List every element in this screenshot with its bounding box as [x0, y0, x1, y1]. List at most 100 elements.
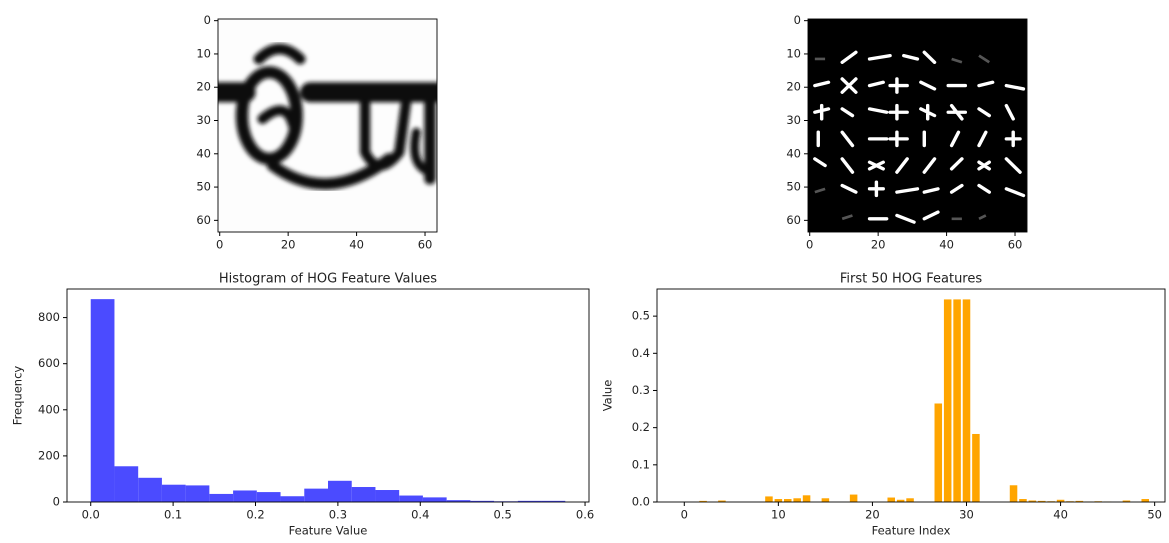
bar [953, 299, 961, 502]
histogram-bar [256, 492, 281, 502]
y-tick-label: 0.4 [632, 346, 650, 360]
x-tick-label: 40 [349, 238, 364, 252]
x-tick-label: 0 [681, 508, 688, 522]
bar [906, 498, 914, 502]
bar [962, 299, 971, 502]
y-tick-label: 0 [204, 13, 211, 27]
x-tick-label: 0 [806, 238, 813, 252]
bar [802, 495, 811, 502]
histogram-bar [375, 490, 400, 502]
x-tick-label: 0.2 [246, 508, 264, 522]
y-tick-label: 60 [786, 213, 801, 227]
bar [784, 499, 792, 502]
bar [934, 403, 943, 502]
bar [972, 433, 980, 502]
x-tick-label: 0.3 [329, 508, 347, 522]
bar [1038, 500, 1046, 502]
y-axis-label: Frequency [11, 366, 25, 426]
y-axis-label: Value [601, 380, 615, 412]
histogram-bar [185, 485, 210, 502]
y-tick-label: 200 [38, 448, 60, 462]
histogram-bar [114, 466, 139, 502]
y-tick-label: 30 [786, 113, 801, 127]
bar [699, 500, 707, 502]
y-tick-label: 0.2 [632, 420, 650, 434]
y-tick-label: 0.0 [632, 495, 650, 509]
histogram-bar [351, 487, 376, 502]
x-tick-label: 20 [281, 238, 296, 252]
y-tick-label: 400 [38, 402, 60, 416]
histogram-bar [422, 497, 447, 502]
bar [1019, 499, 1027, 502]
axes-frame [656, 288, 1166, 503]
axes-frame [807, 18, 1028, 233]
histogram-bar [280, 496, 305, 502]
y-tick-label: 600 [38, 356, 60, 370]
hog-image [808, 19, 1027, 233]
y-tick-label: 40 [786, 146, 801, 160]
histogram-bar [470, 500, 495, 502]
x-tick-label: 60 [418, 238, 433, 252]
histogram-bar [138, 477, 162, 502]
bar [774, 499, 783, 502]
x-tick-label: 40 [939, 238, 954, 252]
bar [896, 499, 905, 502]
x-tick-label: 0.4 [411, 508, 429, 522]
y-tick-label: 0.3 [632, 383, 650, 397]
bar [1056, 499, 1065, 502]
bar [1009, 485, 1018, 502]
x-tick-label: 60 [1008, 238, 1023, 252]
bar [793, 498, 801, 502]
glyph-image [218, 19, 437, 233]
axes-frame [66, 288, 590, 503]
x-tick-label: 40 [1053, 508, 1068, 522]
bar [943, 299, 952, 502]
y-tick-label: 20 [196, 80, 211, 94]
x-tick-label: 20 [871, 238, 886, 252]
x-tick-label: 0 [216, 238, 223, 252]
y-tick-label: 0.5 [632, 309, 650, 323]
histogram-bar [399, 495, 423, 502]
x-axis-label: Feature Index [872, 524, 951, 538]
axes-frame [217, 18, 438, 233]
bar [1122, 500, 1131, 502]
x-tick-label: 50 [1147, 508, 1162, 522]
bar [1028, 500, 1037, 502]
y-tick-label: 0.1 [632, 457, 650, 471]
y-tick-label: 800 [38, 310, 60, 324]
x-tick-label: 30 [959, 508, 974, 522]
x-tick-label: 10 [771, 508, 786, 522]
y-tick-label: 10 [196, 46, 211, 60]
y-tick-label: 30 [196, 113, 211, 127]
chart-title: First 50 HOG Features [840, 272, 983, 287]
y-tick-label: 50 [196, 180, 211, 194]
histogram-bar [161, 484, 186, 502]
y-tick-label: 50 [786, 180, 801, 194]
histogram-bar [233, 490, 257, 502]
x-tick-label: 0.0 [82, 508, 100, 522]
x-axis-label: Feature Value [289, 524, 368, 538]
bar [887, 497, 896, 502]
histogram-bar [517, 500, 542, 502]
histogram-bar [209, 493, 234, 502]
bar [849, 494, 858, 502]
histogram-bar [304, 488, 328, 502]
histogram-bar [328, 480, 352, 502]
x-tick-label: 0.6 [576, 508, 594, 522]
bar [821, 498, 830, 502]
y-tick-label: 20 [786, 80, 801, 94]
histogram-bar [446, 500, 471, 502]
bar [765, 496, 773, 502]
histogram-bar [90, 299, 115, 502]
y-tick-label: 10 [786, 46, 801, 60]
y-tick-label: 0 [53, 495, 60, 509]
x-tick-label: 20 [865, 508, 880, 522]
histogram-bar [541, 500, 566, 502]
y-tick-label: 40 [196, 146, 211, 160]
bar [1141, 499, 1150, 502]
y-tick-label: 0 [794, 13, 801, 27]
chart-title: Histogram of HOG Feature Values [219, 272, 437, 287]
x-tick-label: 0.1 [164, 508, 182, 522]
bar [718, 500, 726, 502]
